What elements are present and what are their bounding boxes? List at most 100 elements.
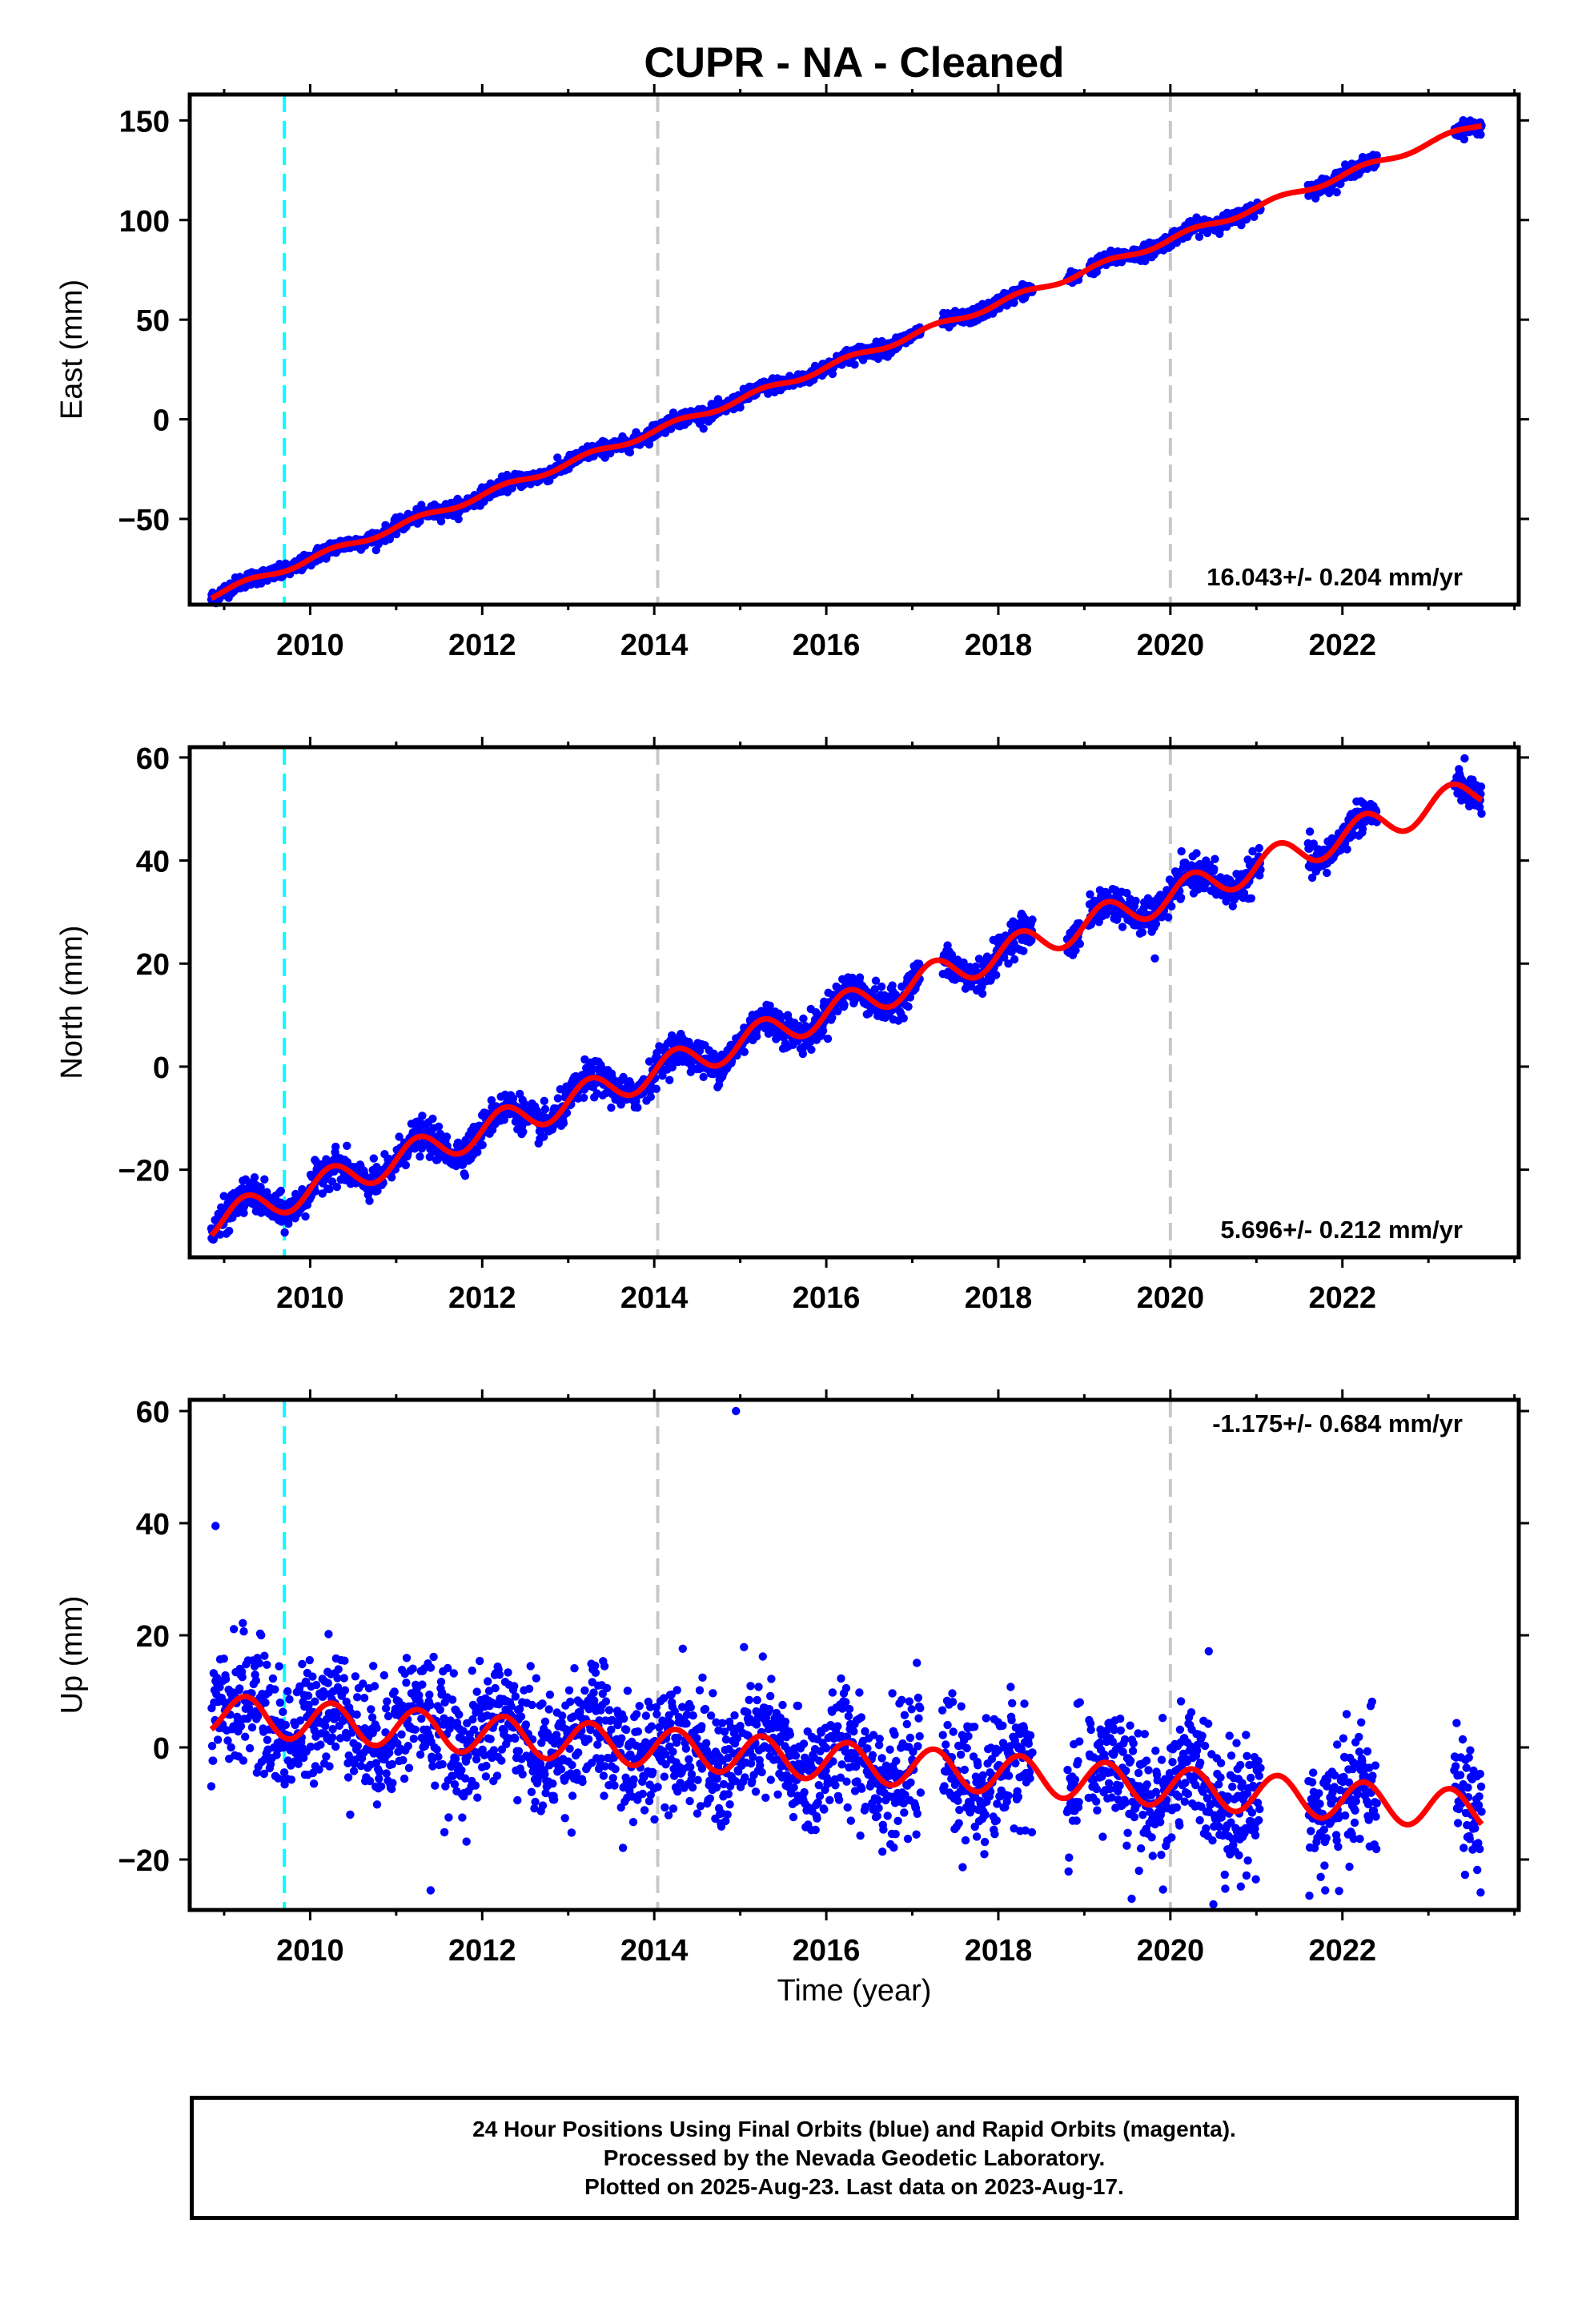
east-y-tick-label: 150 (119, 105, 170, 139)
east-data-point (1332, 187, 1341, 197)
north-x-tick-label: 2020 (1137, 1281, 1205, 1315)
up-data-point (207, 1742, 217, 1751)
north-data-point (798, 1049, 807, 1059)
north-panel: 2010 2012 2014 2016 2018 2020 2022−200204060No… (55, 737, 1529, 1315)
north-y-tick-label: 60 (136, 742, 170, 776)
north-data-point (1177, 846, 1186, 856)
north-data-point (442, 1132, 452, 1141)
up-data-point (239, 1756, 248, 1765)
east-x-tick-label: 2018 (965, 629, 1033, 662)
north-data-point (699, 1072, 708, 1082)
north-data-point (559, 1119, 568, 1128)
north-x-tick-label: 2010 (276, 1281, 344, 1315)
north-data-point (519, 1128, 528, 1136)
north-data-point (365, 1196, 374, 1205)
up-data-point (209, 1756, 218, 1765)
north-data-point (1151, 919, 1161, 928)
chart-title: CUPR - NA - Cleaned (644, 39, 1064, 86)
north-data-point (260, 1175, 269, 1184)
up-data-point (245, 1743, 255, 1753)
up-data-point (247, 1723, 257, 1732)
north-data-point (652, 1084, 661, 1093)
north-data-point (478, 1140, 487, 1150)
up-data-point (279, 1707, 287, 1716)
up-data-point (251, 1676, 260, 1685)
north-x-tick-label: 2014 (620, 1281, 689, 1315)
north-y-axis-label: North (mm) (55, 925, 89, 1079)
north-data-point (799, 1014, 808, 1023)
up-data-point (263, 1660, 271, 1669)
east-x-tick-label: 2012 (448, 629, 516, 662)
north-data-point (1247, 894, 1256, 903)
north-data-point (1323, 868, 1331, 878)
north-data-point (580, 1093, 588, 1103)
north-data-point (1477, 809, 1486, 818)
up-data-point (268, 1674, 278, 1683)
north-data-point (225, 1226, 234, 1236)
north-data-point (460, 1172, 470, 1180)
north-data-point (978, 989, 987, 999)
east-data-point (454, 515, 463, 524)
north-data-point (428, 1114, 437, 1124)
north-data-point (904, 1002, 913, 1011)
north-data-point (325, 1184, 334, 1194)
north-data-point (607, 1104, 616, 1112)
north-data-point (401, 1160, 410, 1170)
north-data-point (855, 973, 865, 982)
north-y-tick-label: 20 (136, 948, 170, 982)
north-data-point (416, 1152, 424, 1161)
up-data-point (221, 1675, 231, 1683)
north-data-point (343, 1141, 351, 1151)
north-data-point (807, 1045, 816, 1055)
north-data-point (1075, 939, 1085, 948)
north-data-point (250, 1173, 259, 1182)
east-y-tick-label: −50 (118, 504, 170, 537)
east-data-point (699, 424, 708, 433)
up-data-point (322, 1752, 331, 1761)
up-data-point (308, 1672, 317, 1681)
up-data-point (271, 1685, 279, 1694)
north-x-tick-label: 2018 (965, 1281, 1033, 1315)
up-data-point (275, 1699, 284, 1707)
north-data-point (284, 1219, 293, 1228)
up-data-point (327, 1733, 337, 1742)
up-data-point (283, 1687, 292, 1696)
north-data-point (1164, 913, 1173, 922)
north-data-point (1028, 915, 1037, 924)
north-data-point (740, 1047, 749, 1056)
east-x-tick-label: 2022 (1308, 629, 1376, 662)
up-series-points (207, 1406, 1486, 1909)
up-data-point (281, 1720, 290, 1730)
north-data-point (301, 1212, 310, 1221)
north-x-tick-label: 2012 (448, 1281, 516, 1315)
north-data-point (553, 1094, 563, 1103)
up-data-point (305, 1655, 314, 1665)
north-y-tick-label: 40 (136, 846, 170, 879)
north-data-point (823, 1034, 833, 1043)
east-y-axis-label: East (mm) (55, 279, 89, 420)
north-data-point (434, 1122, 444, 1132)
up-data-point (213, 1735, 223, 1744)
up-data-point (260, 1651, 269, 1660)
north-data-point (1010, 955, 1019, 964)
north-data-point (1343, 845, 1351, 854)
north-data-point (369, 1154, 378, 1163)
up-data-point (229, 1625, 239, 1634)
north-data-point (665, 1076, 674, 1084)
up-data-point (219, 1655, 228, 1663)
up-data-point (255, 1659, 264, 1668)
east-rate-label: 16.043+/- 0.204 mm/yr (1207, 563, 1463, 591)
east-y-tick-label: 50 (136, 304, 170, 338)
up-panel: 2010 2012 2014 2016 2018 2020 2022−200204060Up… (55, 1389, 1529, 1968)
north-data-point (1476, 782, 1486, 791)
east-data-point (436, 517, 446, 526)
north-data-point (1019, 947, 1028, 955)
up-data-point (239, 1627, 248, 1636)
east-x-tick-label: 2010 (276, 629, 344, 662)
up-data-point (287, 1775, 296, 1784)
north-data-point (1211, 854, 1219, 863)
north-series-points (207, 754, 1486, 1244)
north-y-tick-label: −20 (118, 1155, 170, 1188)
up-data-point (207, 1782, 216, 1791)
north-data-point (1138, 928, 1147, 937)
